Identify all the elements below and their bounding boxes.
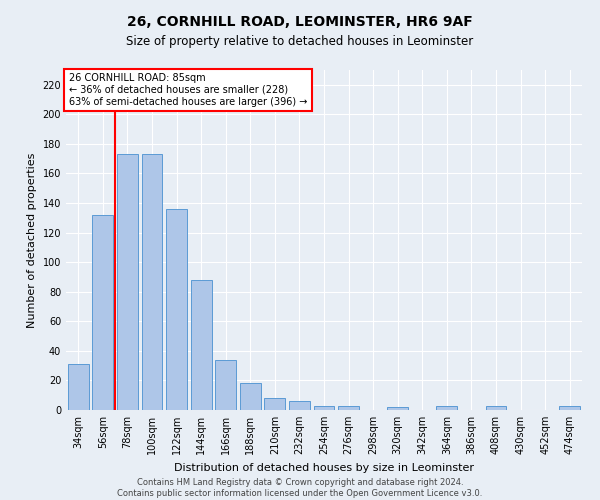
Bar [387, 407, 408, 410]
Bar [559, 406, 580, 410]
Text: Contains HM Land Registry data © Crown copyright and database right 2024.
Contai: Contains HM Land Registry data © Crown c… [118, 478, 482, 498]
Bar [142, 154, 163, 410]
Bar [485, 406, 506, 410]
Bar [68, 364, 89, 410]
Bar [338, 406, 359, 410]
Y-axis label: Number of detached properties: Number of detached properties [27, 152, 37, 328]
Bar [166, 209, 187, 410]
Text: 26 CORNHILL ROAD: 85sqm
← 36% of detached houses are smaller (228)
63% of semi-d: 26 CORNHILL ROAD: 85sqm ← 36% of detache… [68, 74, 307, 106]
Bar [191, 280, 212, 410]
Bar [314, 406, 334, 410]
Bar [265, 398, 286, 410]
X-axis label: Distribution of detached houses by size in Leominster: Distribution of detached houses by size … [174, 462, 474, 472]
Bar [215, 360, 236, 410]
Bar [117, 154, 138, 410]
Bar [289, 401, 310, 410]
Bar [436, 406, 457, 410]
Bar [92, 215, 113, 410]
Text: 26, CORNHILL ROAD, LEOMINSTER, HR6 9AF: 26, CORNHILL ROAD, LEOMINSTER, HR6 9AF [127, 15, 473, 29]
Bar [240, 384, 261, 410]
Text: Size of property relative to detached houses in Leominster: Size of property relative to detached ho… [127, 35, 473, 48]
